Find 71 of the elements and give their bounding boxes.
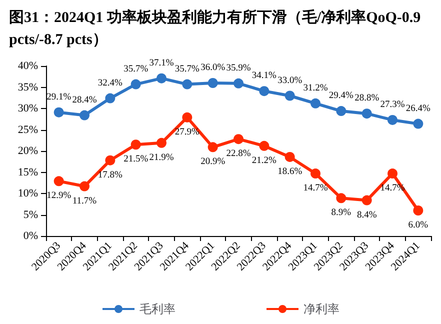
data-label: 35.7% — [174, 64, 200, 74]
point — [362, 108, 372, 119]
y-tick-label: 25% — [18, 124, 38, 136]
data-label: 34.1% — [252, 71, 277, 82]
point — [234, 78, 244, 88]
data-label: 35.9% — [226, 63, 251, 74]
data-label: 20.9% — [200, 157, 226, 168]
data-label: 21.5% — [124, 154, 148, 165]
point — [413, 206, 424, 216]
data-label: 37.1% — [149, 58, 174, 68]
data-label: 26.4% — [406, 104, 431, 114]
y-tick-label: 10% — [18, 188, 38, 200]
data-label: 17.8% — [98, 170, 123, 180]
point — [130, 140, 141, 150]
point — [413, 118, 424, 129]
data-label: 36.0% — [200, 63, 226, 73]
data-label: 32.4% — [98, 78, 123, 88]
point — [105, 155, 116, 166]
point — [156, 73, 166, 84]
point — [54, 176, 64, 186]
point — [336, 106, 346, 116]
data-label: 8.9% — [331, 208, 352, 218]
point — [208, 142, 218, 152]
chart-title: 图31：2024Q1 功率板块盈利能力有所下滑（毛/净利率QoQ-0.9 pcts/-8.7 pcts） — [9, 8, 424, 48]
point — [80, 181, 90, 192]
data-label: 27.9% — [174, 127, 200, 138]
data-label: 22.8% — [226, 149, 251, 160]
point — [54, 107, 64, 118]
legend-label: 净利率 — [304, 302, 340, 316]
point — [310, 98, 320, 108]
data-label: 21.2% — [252, 156, 277, 166]
data-label: 28.8% — [354, 94, 380, 104]
point — [156, 138, 166, 148]
point — [130, 79, 141, 90]
point — [336, 193, 346, 204]
point — [259, 86, 270, 96]
point — [388, 168, 398, 179]
y-tick-label: 15% — [18, 166, 38, 178]
data-label: 29.4% — [328, 91, 354, 102]
data-label: 29.1% — [46, 92, 72, 102]
legend-label: 毛利率 — [140, 302, 176, 316]
data-label: 35.7% — [124, 64, 148, 74]
point — [259, 140, 270, 151]
point — [284, 152, 295, 162]
y-tick-label: 0% — [23, 230, 38, 242]
point — [182, 112, 192, 122]
data-label: 21.9% — [149, 152, 174, 163]
point — [284, 90, 295, 101]
point — [362, 195, 372, 206]
data-label: 27.3% — [380, 100, 405, 110]
data-label: 14.7% — [303, 184, 328, 194]
point — [80, 110, 90, 120]
y-tick-label: 30% — [18, 102, 38, 114]
y-tick-label: 20% — [18, 145, 38, 157]
data-label: 11.7% — [72, 196, 97, 206]
data-label: 8.4% — [356, 210, 377, 220]
data-label: 18.6% — [278, 166, 302, 177]
y-tick-label: 35% — [18, 81, 38, 94]
point — [310, 168, 320, 179]
point — [105, 93, 116, 104]
point — [182, 79, 192, 90]
point — [208, 78, 218, 88]
data-label: 28.4% — [72, 95, 97, 106]
point — [234, 134, 244, 144]
y-tick-label: 5% — [23, 208, 38, 221]
point — [388, 114, 398, 125]
data-label: 33.0% — [278, 76, 302, 86]
data-label: 12.9% — [46, 191, 72, 202]
y-tick-label: 40% — [18, 60, 38, 72]
data-label: 31.2% — [303, 83, 328, 94]
data-label: 6.0% — [408, 220, 428, 230]
